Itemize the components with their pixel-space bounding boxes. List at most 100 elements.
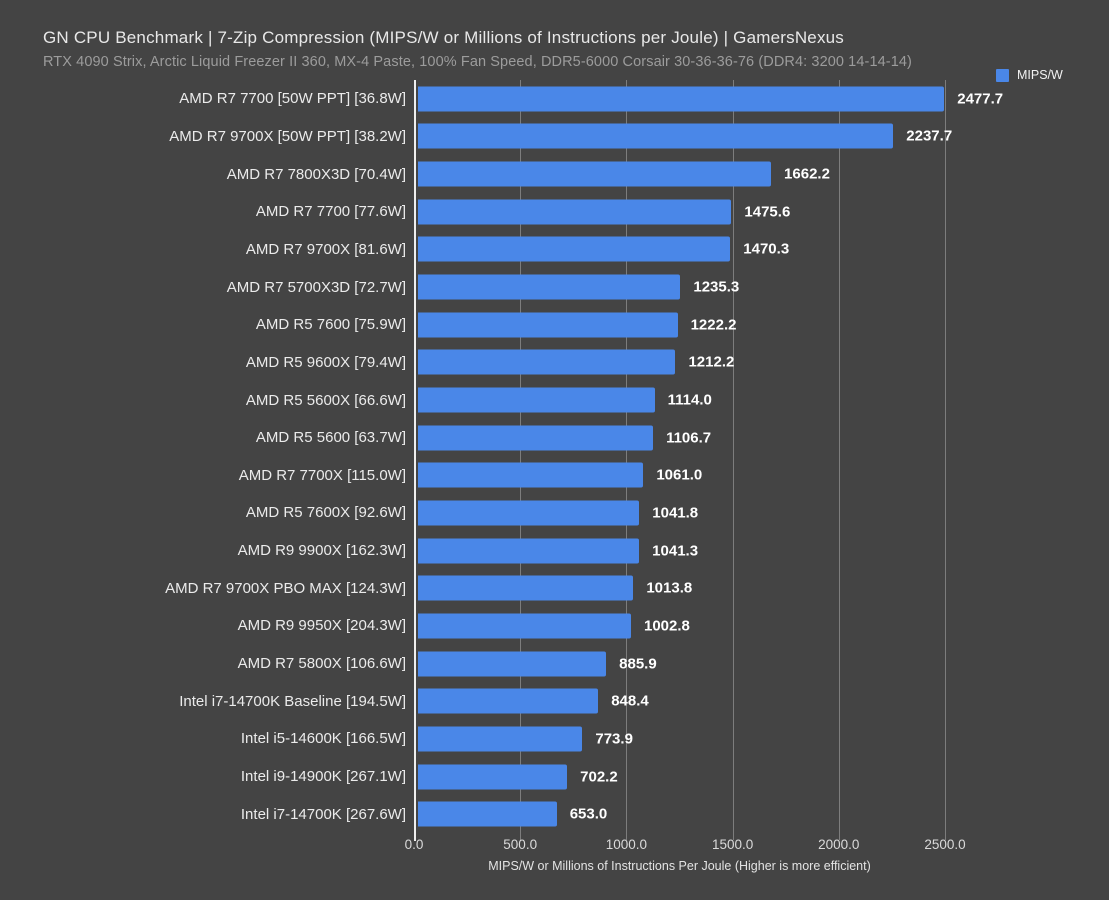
gridline (838, 80, 840, 840)
value-label: 1114.0 (667, 391, 712, 409)
category-label: AMD R7 7700X [115.0W] (238, 466, 406, 484)
category-label: AMD R5 9600X [79.4W] (245, 353, 406, 371)
category-label: AMD R5 7600 [75.9W] (255, 316, 406, 334)
bar-row: AMD R9 9900X [162.3W] 1041.3 (0, 532, 1109, 570)
legend-swatch-icon (996, 68, 1009, 82)
legend-label: MIPS/W (1017, 68, 1063, 82)
bar-area: 702.2 (416, 758, 1109, 796)
category-label: AMD R7 5700X3D [72.7W] (226, 278, 406, 296)
bar-area: 1470.3 (416, 231, 1109, 269)
bar-row: AMD R5 7600 [75.9W] 1222.2 (0, 306, 1109, 344)
bar-area: 848.4 (416, 682, 1109, 720)
bar-row: AMD R5 7600X [92.6W] 1041.8 (0, 494, 1109, 532)
category-label: AMD R5 7600X [92.6W] (245, 504, 406, 522)
bar-row: Intel i7-14700K Baseline [194.5W] 848.4 (0, 682, 1109, 720)
bar (418, 764, 568, 789)
bar (418, 538, 640, 564)
category-label: Intel i7-14700K Baseline [194.5W] (179, 692, 406, 710)
plot-area: AMD R7 7700 [50W PPT] [36.8W] 2477.7 AMD R… (0, 80, 1109, 841)
category-label: AMD R7 7700 [50W PPT] [36.8W] (179, 90, 406, 108)
value-label: 2237.7 (906, 127, 953, 145)
x-tick-label: 2500.0 (924, 837, 966, 852)
bar (418, 613, 631, 639)
x-tick-label: 0.0 (404, 837, 424, 852)
category-label: AMD R5 5600 [63.7W] (255, 429, 406, 447)
category-label: AMD R7 7800X3D [70.4W] (226, 165, 406, 183)
category-label: AMD R7 9700X [81.6W] (245, 240, 406, 258)
bar-row: Intel i5-14600K [166.5W] 773.9 (0, 720, 1109, 758)
x-tick-label: 500.0 (503, 837, 538, 852)
value-label: 1212.2 (688, 353, 735, 371)
value-label: 1002.8 (643, 617, 690, 635)
category-label: AMD R5 5600X [66.6W] (245, 391, 406, 409)
category-label: AMD R9 9950X [204.3W] (237, 617, 406, 635)
bar-area: 2477.7 (416, 80, 1109, 118)
x-axis-ticks: 0.0 500.0 1000.0 1500.0 2000.0 2500.0 (0, 837, 1109, 855)
bar-row: Intel i9-14900K [267.1W] 702.2 (0, 758, 1109, 796)
bar-row: AMD R5 5600X [66.6W] 1114.0 (0, 381, 1109, 419)
bar-area: 2237.7 (416, 118, 1109, 156)
bar-area: 1106.7 (416, 419, 1109, 457)
value-label: 2477.7 (957, 90, 1004, 108)
bar-row: AMD R7 7700 [50W PPT] [36.8W] 2477.7 (0, 80, 1109, 118)
value-label: 1662.2 (784, 165, 830, 183)
category-label: AMD R9 9900X [162.3W] (237, 542, 406, 560)
bar-rows: AMD R7 7700 [50W PPT] [36.8W] 2477.7 AMD R… (0, 80, 1109, 833)
bar-row: AMD R7 5800X [106.6W] 885.9 (0, 645, 1109, 683)
bar-row: AMD R7 7700 [77.6W] 1475.6 (0, 193, 1109, 231)
value-label: 1235.3 (693, 278, 740, 296)
bar (418, 726, 583, 752)
bar-area: 1013.8 (416, 569, 1109, 607)
category-label: Intel i7-14700K [267.6W] (240, 805, 406, 823)
bar-area: 1041.3 (416, 532, 1109, 570)
category-label: AMD R7 7700 [77.6W] (255, 203, 406, 221)
gridline (945, 80, 946, 840)
bar-area: 885.9 (416, 645, 1109, 683)
bar-area: 653.0 (416, 795, 1109, 833)
bar-area: 1212.2 (416, 344, 1109, 382)
bar (418, 575, 634, 601)
bar (418, 349, 676, 375)
value-label: 1106.7 (666, 429, 712, 447)
value-label: 1222.2 (690, 316, 737, 334)
value-label: 1475.6 (744, 203, 791, 221)
chart-subtitle: RTX 4090 Strix, Arctic Liquid Freezer II… (43, 54, 912, 70)
legend: MIPS/W (996, 68, 1063, 82)
bar-area: 1002.8 (416, 607, 1109, 645)
value-label: 1470.3 (743, 240, 790, 258)
value-label: 885.9 (619, 655, 657, 673)
bar (418, 236, 731, 262)
bar (418, 123, 894, 149)
bar (418, 199, 732, 225)
bar-row: AMD R7 9700X [81.6W] 1470.3 (0, 231, 1109, 269)
value-label: 1061.0 (656, 466, 703, 484)
bar-row: Intel i7-14700K [267.6W] 653.0 (0, 795, 1109, 833)
y-axis-line (414, 80, 416, 841)
value-label: 702.2 (580, 768, 618, 785)
bar (418, 651, 607, 677)
bar (418, 274, 681, 300)
bar-row: AMD R7 7700X [115.0W] 1061.0 (0, 457, 1109, 495)
gridline (520, 80, 522, 840)
category-label: Intel i5-14600K [166.5W] (240, 730, 406, 748)
value-label: 1041.8 (652, 504, 699, 522)
bar (418, 500, 640, 526)
chart-title: GN CPU Benchmark | 7-Zip Compression (MI… (43, 28, 845, 47)
value-label: 1041.3 (652, 542, 699, 560)
bar (418, 688, 599, 714)
gridline (626, 80, 628, 840)
bar-row: AMD R7 9700X [50W PPT] [38.2W] 2237.7 (0, 118, 1109, 156)
bar-area: 1222.2 (416, 306, 1109, 344)
bar-area: 1235.3 (416, 268, 1109, 306)
x-axis-label: MIPS/W or Millions of Instructions Per J… (488, 859, 871, 873)
category-label: AMD R7 5800X [106.6W] (237, 655, 406, 673)
bar (418, 312, 678, 338)
x-tick-label: 2000.0 (818, 837, 860, 852)
bar-row: AMD R7 7800X3D [70.4W] 1662.2 (0, 155, 1109, 193)
value-label: 653.0 (569, 805, 608, 823)
bar-row: AMD R7 9700X PBO MAX [124.3W] 1013.8 (0, 569, 1109, 607)
bar-area: 1114.0 (416, 381, 1109, 419)
bar (418, 161, 772, 187)
bar-area: 773.9 (416, 720, 1109, 758)
